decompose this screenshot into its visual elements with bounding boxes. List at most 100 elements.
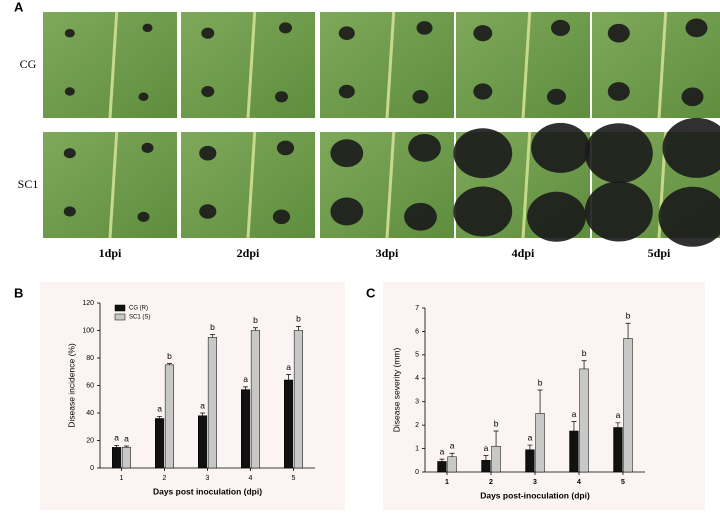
- y-tick-label: 60: [86, 382, 94, 389]
- lesion: [662, 117, 720, 178]
- error-bar: [209, 334, 215, 338]
- y-tick-label: 5: [415, 352, 419, 359]
- column-label: 3dpi: [376, 246, 399, 260]
- significance-letter: a: [440, 446, 445, 456]
- lesion: [141, 142, 154, 153]
- row-label: SC1: [18, 177, 39, 191]
- leaf-vein: [385, 11, 396, 119]
- error-bar: [166, 363, 172, 365]
- error-bar: [295, 326, 301, 331]
- lesion: [408, 133, 441, 162]
- lesion: [338, 84, 355, 99]
- y-tick-label: 120: [82, 300, 94, 307]
- significance-letter: a: [572, 409, 577, 419]
- x-tick-label: 1: [120, 475, 124, 482]
- bar: [164, 364, 174, 469]
- lesion: [473, 25, 493, 42]
- bar: [155, 418, 165, 469]
- lesion: [338, 26, 355, 40]
- lesion: [201, 85, 215, 98]
- y-tick-label: 40: [86, 410, 94, 417]
- x-tick-label: 5: [621, 479, 625, 486]
- error-bar: [537, 389, 543, 414]
- significance-letter: b: [167, 351, 172, 361]
- bar: [447, 456, 457, 473]
- x-tick-label: 5: [292, 475, 296, 482]
- significance-letter: a: [157, 404, 162, 414]
- column-label: 5dpi: [648, 246, 671, 260]
- error-bar: [571, 421, 577, 431]
- lesion: [658, 186, 720, 247]
- y-axis-label: Disease severity (mm): [391, 348, 401, 433]
- error-bar: [625, 322, 631, 339]
- x-axis-label: Days post inoculation (dpi): [153, 486, 262, 496]
- y-tick-label: 100: [82, 327, 94, 334]
- panel-label: C: [366, 285, 376, 300]
- significance-letter: a: [528, 432, 533, 442]
- y-tick-label: 2: [415, 422, 419, 429]
- lesion: [681, 87, 704, 107]
- bar: [241, 389, 251, 469]
- x-tick-label: 3: [206, 475, 210, 482]
- significance-letter: b: [494, 418, 499, 428]
- error-bar: [114, 444, 120, 448]
- lesion: [201, 27, 215, 39]
- lesion: [607, 23, 630, 43]
- row-label: CG: [20, 57, 37, 71]
- error-bar: [581, 360, 587, 369]
- y-tick-label: 20: [86, 437, 94, 444]
- lesion: [64, 87, 75, 96]
- significance-letter: a: [286, 362, 291, 372]
- x-tick-label: 4: [577, 479, 581, 486]
- lesion: [473, 83, 493, 100]
- lesion: [412, 90, 429, 104]
- bar: [121, 447, 131, 469]
- leaf-vein: [521, 131, 532, 239]
- lesion: [279, 22, 293, 34]
- error-bar: [252, 327, 258, 331]
- significance-letter: a: [450, 441, 455, 451]
- legend-label: SC1 (S): [129, 315, 150, 321]
- x-tick-label: 1: [445, 479, 449, 486]
- significance-letter: a: [114, 433, 119, 443]
- bar: [569, 430, 579, 473]
- leaf-vein: [108, 131, 119, 239]
- significance-letter: b: [210, 322, 215, 332]
- lesion: [330, 139, 364, 168]
- lesion: [453, 186, 513, 237]
- bar: [535, 413, 545, 473]
- y-tick-label: 80: [86, 355, 94, 362]
- lesion: [607, 82, 630, 101]
- bar: [491, 445, 501, 473]
- lesion: [275, 91, 288, 103]
- lesion: [416, 21, 433, 35]
- leaf-vein: [108, 11, 119, 119]
- y-tick-label: 0: [90, 465, 94, 472]
- significance-letter: b: [253, 315, 258, 325]
- leaf-vein: [657, 11, 668, 119]
- bar: [198, 415, 208, 469]
- y-tick-label: 0: [415, 469, 419, 476]
- x-tick-label: 2: [489, 479, 493, 486]
- bar: [207, 337, 217, 469]
- lesion: [531, 122, 590, 173]
- significance-letter: a: [243, 374, 248, 384]
- significance-letter: a: [484, 443, 489, 453]
- lesion: [137, 211, 150, 222]
- lesion: [547, 88, 566, 105]
- lesion: [199, 204, 217, 219]
- significance-letter: a: [200, 400, 205, 410]
- lesion: [272, 209, 291, 225]
- lesion: [199, 145, 217, 161]
- lesion: [527, 191, 586, 242]
- lesion: [63, 148, 76, 159]
- lesion: [453, 128, 513, 179]
- legend-label: CG (R): [129, 306, 148, 312]
- lesion: [138, 92, 149, 102]
- significance-letter: a: [616, 410, 621, 420]
- lesion: [276, 140, 295, 156]
- significance-letter: b: [538, 377, 543, 387]
- bar: [613, 427, 623, 473]
- error-bar: [243, 386, 249, 390]
- lesion: [64, 28, 75, 38]
